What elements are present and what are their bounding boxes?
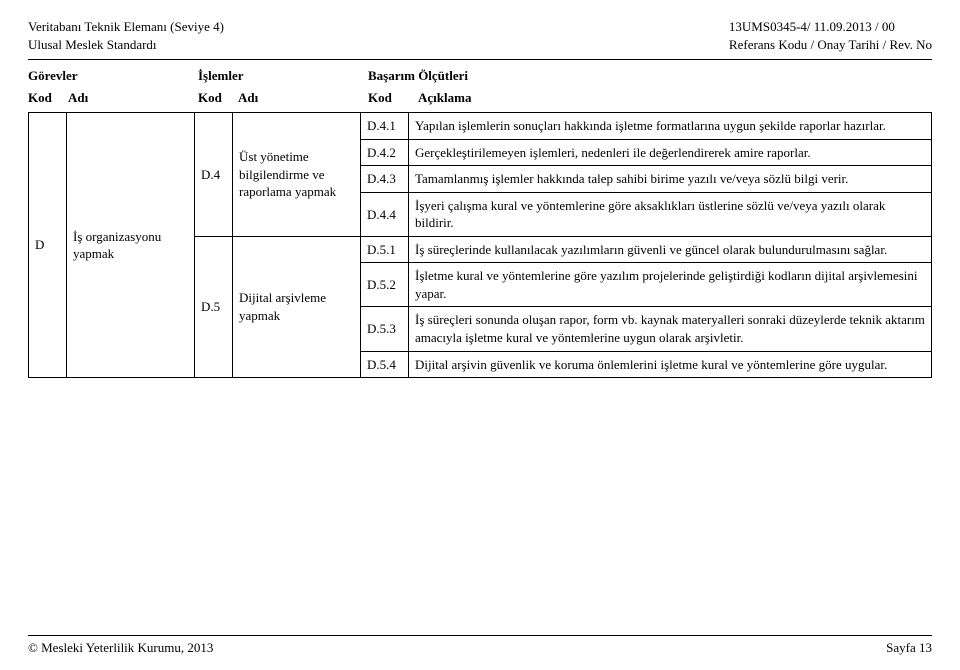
doc-ref-labels: Referans Kodu / Onay Tarihi / Rev. No	[729, 36, 932, 54]
heading-islemler: İşlemler	[198, 68, 368, 84]
criteria-kod-cell: D.5.4	[361, 351, 409, 378]
criteria-text-cell: İşletme kural ve yöntemlerine göre yazıl…	[409, 263, 932, 307]
task-kod-cell: D	[29, 113, 67, 378]
table-row: D İş organizasyonu yapmak D.4 Üst yöneti…	[29, 113, 932, 140]
footer-page-number: Sayfa 13	[886, 640, 932, 656]
criteria-kod-cell: D.5.2	[361, 263, 409, 307]
col-aciklama: Açıklama	[418, 90, 932, 106]
col-kod-3: Kod	[368, 90, 418, 106]
col-adi-1: Adı	[68, 90, 198, 106]
doc-title: Veritabanı Teknik Elemanı (Seviye 4)	[28, 18, 224, 36]
page-footer: © Mesleki Yeterlilik Kurumu, 2013 Sayfa …	[28, 629, 932, 656]
page-header: Veritabanı Teknik Elemanı (Seviye 4) Ulu…	[28, 18, 932, 53]
doc-subtitle: Ulusal Meslek Standardı	[28, 36, 224, 54]
criteria-text-cell: İş süreçleri sonunda oluşan rapor, form …	[409, 307, 932, 351]
op-adi-cell: Dijital arşivleme yapmak	[233, 236, 361, 377]
header-right: 13UMS0345-4/ 11.09.2013 / 00 Referans Ko…	[729, 18, 932, 53]
col-adi-2: Adı	[238, 90, 368, 106]
op-adi-cell: Üst yönetime bilgilendirme ve raporlama …	[233, 113, 361, 237]
footer-copyright: © Mesleki Yeterlilik Kurumu, 2013	[28, 640, 213, 656]
footer-divider	[28, 635, 932, 636]
op-kod-cell: D.5	[195, 236, 233, 377]
header-left: Veritabanı Teknik Elemanı (Seviye 4) Ulu…	[28, 18, 224, 53]
task-adi-cell: İş organizasyonu yapmak	[67, 113, 195, 378]
header-divider	[28, 59, 932, 60]
criteria-kod-cell: D.4.1	[361, 113, 409, 140]
criteria-text-cell: Dijital arşivin güvenlik ve koruma önlem…	[409, 351, 932, 378]
doc-ref: 13UMS0345-4/ 11.09.2013 / 00	[729, 18, 932, 36]
section-headings: Görevler İşlemler Başarım Ölçütleri	[28, 68, 932, 84]
criteria-text-cell: Gerçekleştirilemeyen işlemleri, nedenler…	[409, 139, 932, 166]
criteria-kod-cell: D.4.4	[361, 192, 409, 236]
heading-gorevler: Görevler	[28, 68, 198, 84]
heading-basarim: Başarım Ölçütleri	[368, 68, 932, 84]
criteria-text-cell: İşyeri çalışma kural ve yöntemlerine gör…	[409, 192, 932, 236]
criteria-kod-cell: D.5.3	[361, 307, 409, 351]
criteria-kod-cell: D.4.2	[361, 139, 409, 166]
criteria-table: D İş organizasyonu yapmak D.4 Üst yöneti…	[28, 112, 932, 378]
criteria-kod-cell: D.4.3	[361, 166, 409, 193]
col-kod-1: Kod	[28, 90, 68, 106]
criteria-text-cell: Yapılan işlemlerin sonuçları hakkında iş…	[409, 113, 932, 140]
col-kod-2: Kod	[198, 90, 238, 106]
column-headings: Kod Adı Kod Adı Kod Açıklama	[28, 90, 932, 106]
op-kod-cell: D.4	[195, 113, 233, 237]
criteria-text-cell: İş süreçlerinde kullanılacak yazılımları…	[409, 236, 932, 263]
criteria-text-cell: Tamamlanmış işlemler hakkında talep sahi…	[409, 166, 932, 193]
criteria-kod-cell: D.5.1	[361, 236, 409, 263]
